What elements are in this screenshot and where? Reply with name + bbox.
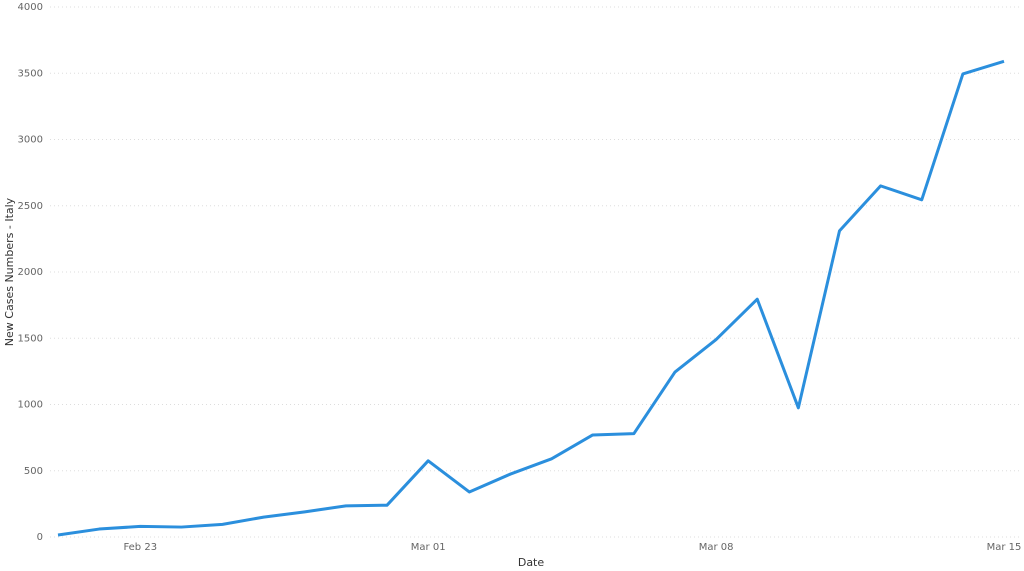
y-tick-label: 500 bbox=[24, 466, 43, 477]
y-tick-label: 3500 bbox=[18, 68, 43, 79]
y-tick-label: 0 bbox=[37, 532, 43, 543]
x-tick-label: Mar 08 bbox=[699, 542, 734, 553]
line bbox=[57, 59, 1005, 537]
x-tick-label: Mar 15 bbox=[987, 542, 1022, 553]
y-tick-label: 1500 bbox=[18, 333, 43, 344]
y-tick-label: 1000 bbox=[18, 400, 43, 411]
x-tick-label: Mar 01 bbox=[411, 542, 446, 553]
y-tick-label: 4000 bbox=[18, 2, 43, 13]
x-tick-label: Feb 23 bbox=[123, 542, 157, 553]
y-axis-title: New Cases Numbers - Italy bbox=[3, 197, 16, 346]
y-tick-label: 2000 bbox=[18, 267, 43, 278]
x-axis-title: Date bbox=[518, 556, 545, 569]
y-tick-label: 2500 bbox=[18, 201, 43, 212]
y-tick-label: 3000 bbox=[18, 135, 43, 146]
